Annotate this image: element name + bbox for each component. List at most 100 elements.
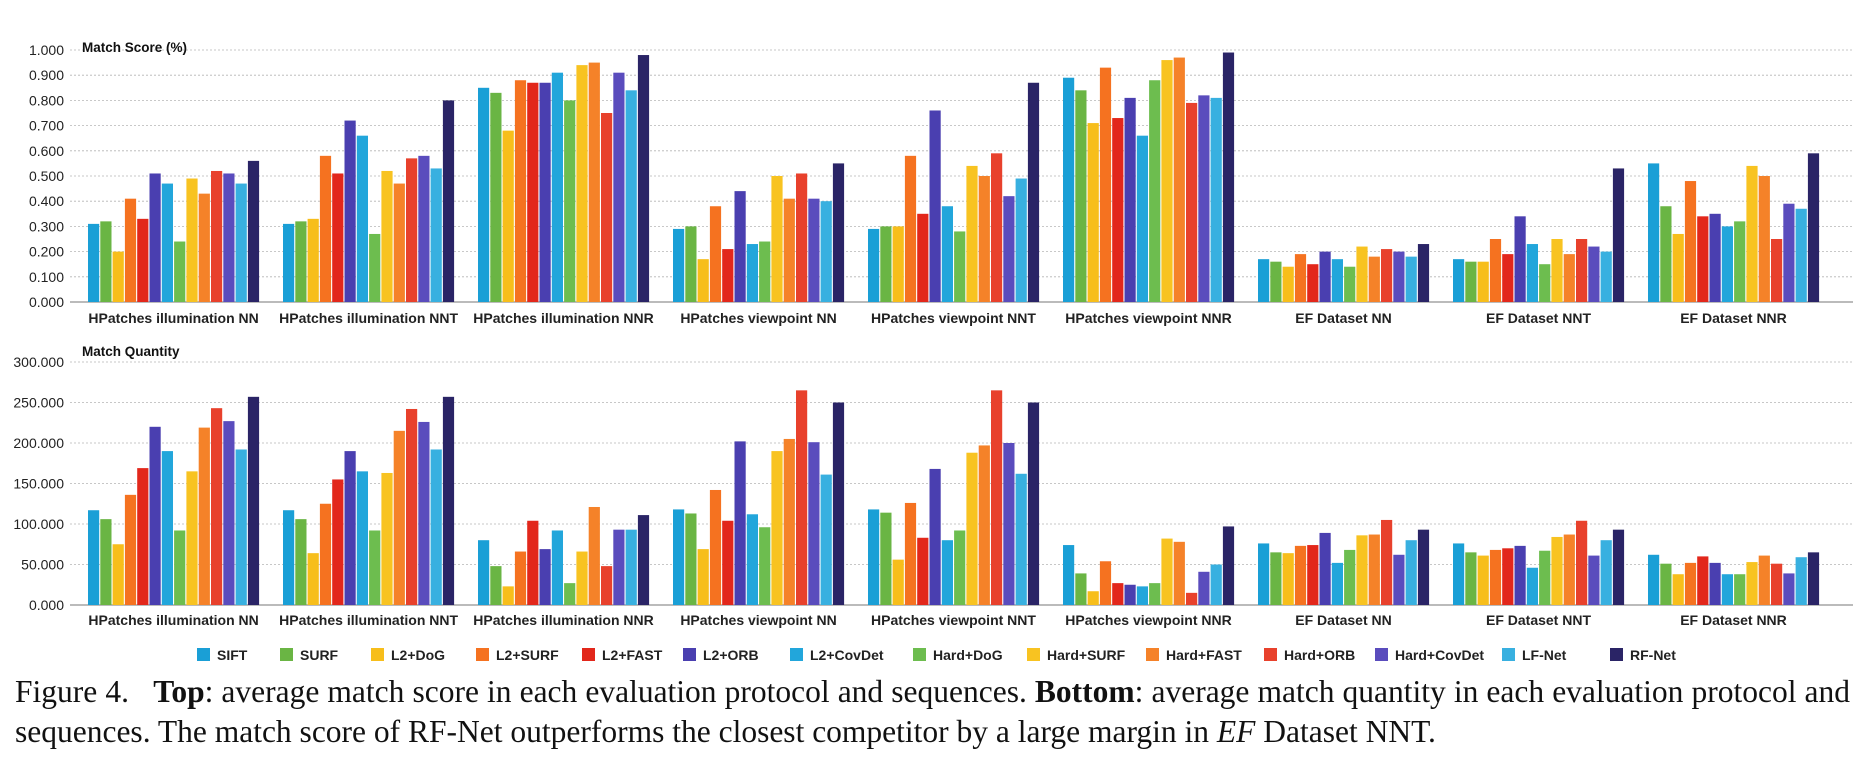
bar <box>1368 534 1380 605</box>
category-label: HPatches viewpoint NNR <box>1065 310 1231 326</box>
bar <box>1099 67 1112 302</box>
bar <box>917 537 929 605</box>
bar <box>1783 203 1795 302</box>
bar <box>1746 165 1758 302</box>
bar <box>601 566 613 605</box>
bar <box>514 80 527 303</box>
bar <box>892 226 904 302</box>
bar <box>1124 584 1136 605</box>
category-label: HPatches illumination NN <box>88 612 258 628</box>
bar <box>673 228 685 302</box>
bar <box>820 201 832 302</box>
bar <box>490 566 502 605</box>
bar <box>1393 251 1405 302</box>
bar <box>1514 216 1526 302</box>
bar <box>1795 557 1807 605</box>
bar <box>1027 402 1040 605</box>
bar <box>796 390 808 605</box>
bar <box>991 390 1003 605</box>
bar <box>112 544 124 605</box>
bar <box>100 221 112 302</box>
legend-label: SIFT <box>217 647 248 663</box>
bar <box>1417 244 1430 302</box>
bar <box>539 549 551 605</box>
bar <box>892 559 904 605</box>
legend-swatch <box>913 648 926 661</box>
bar <box>393 430 405 605</box>
y-tick-label: 0.600 <box>29 143 64 159</box>
legend-swatch <box>582 648 595 661</box>
bar <box>1319 532 1331 605</box>
bar <box>235 183 247 302</box>
bar <box>1003 196 1015 302</box>
bar <box>868 509 880 605</box>
category-label: EF Dataset NNR <box>1680 612 1787 628</box>
bar <box>295 221 307 302</box>
bar <box>1368 256 1380 302</box>
bar <box>1099 561 1112 605</box>
bar <box>356 471 368 605</box>
bar <box>149 173 161 302</box>
category-label: HPatches viewpoint NNR <box>1065 612 1231 628</box>
bar <box>1453 543 1465 605</box>
bar <box>1356 535 1368 605</box>
bar <box>539 82 551 302</box>
legend-label: Hard+ORB <box>1284 647 1355 663</box>
category-label: EF Dataset NNR <box>1680 310 1787 326</box>
category-label: EF Dataset NN <box>1295 612 1391 628</box>
bar <box>223 173 235 302</box>
caption-bottom-label: Bottom <box>1034 674 1135 709</box>
bar <box>1417 529 1430 605</box>
bar <box>319 503 332 605</box>
y-tick-label: 150.000 <box>13 476 64 492</box>
bar <box>161 451 173 605</box>
y-tick-label: 0.100 <box>29 269 64 285</box>
bar <box>1222 52 1235 302</box>
bar <box>1294 545 1307 605</box>
bar <box>1161 538 1173 605</box>
bar <box>613 529 625 605</box>
bar <box>283 223 295 302</box>
bar <box>1282 266 1294 302</box>
bar <box>356 135 368 302</box>
bar <box>1015 473 1027 605</box>
bar <box>1684 562 1697 605</box>
bar <box>1453 259 1465 302</box>
legend-label: L2+DoG <box>391 647 445 663</box>
y-tick-label: 50.000 <box>21 557 64 573</box>
bar <box>332 479 344 605</box>
bar <box>149 426 161 605</box>
legend-swatch <box>1027 648 1040 661</box>
bar <box>502 130 514 302</box>
bar <box>1344 266 1356 302</box>
bar <box>418 155 430 302</box>
bar <box>502 586 514 605</box>
bar <box>697 549 709 605</box>
category-label: EF Dataset NN <box>1295 310 1391 326</box>
bar <box>381 472 393 605</box>
bar <box>1294 254 1307 302</box>
category-label: HPatches illumination NNT <box>279 612 458 628</box>
bar <box>1477 261 1489 302</box>
chart-title: Match Score (%) <box>82 40 187 55</box>
category-label: EF Dataset NNT <box>1486 612 1591 628</box>
category-label: HPatches viewpoint NNT <box>871 310 1036 326</box>
bar <box>247 396 260 605</box>
bar <box>1576 520 1588 605</box>
bar <box>564 583 576 605</box>
y-tick-label: 0.300 <box>29 218 64 234</box>
bar <box>820 474 832 605</box>
category-label: HPatches illumination NNT <box>279 310 458 326</box>
bar <box>746 514 758 605</box>
y-tick-label: 250.000 <box>13 395 64 411</box>
bar <box>247 160 260 302</box>
bar <box>1672 574 1684 605</box>
bar <box>223 421 235 605</box>
bar <box>685 226 697 302</box>
bar <box>1282 553 1294 605</box>
bar <box>991 153 1003 302</box>
legend-label: L2+FAST <box>602 647 663 663</box>
legend-swatch <box>1502 648 1515 661</box>
bar <box>954 231 966 302</box>
bar <box>1771 239 1783 302</box>
